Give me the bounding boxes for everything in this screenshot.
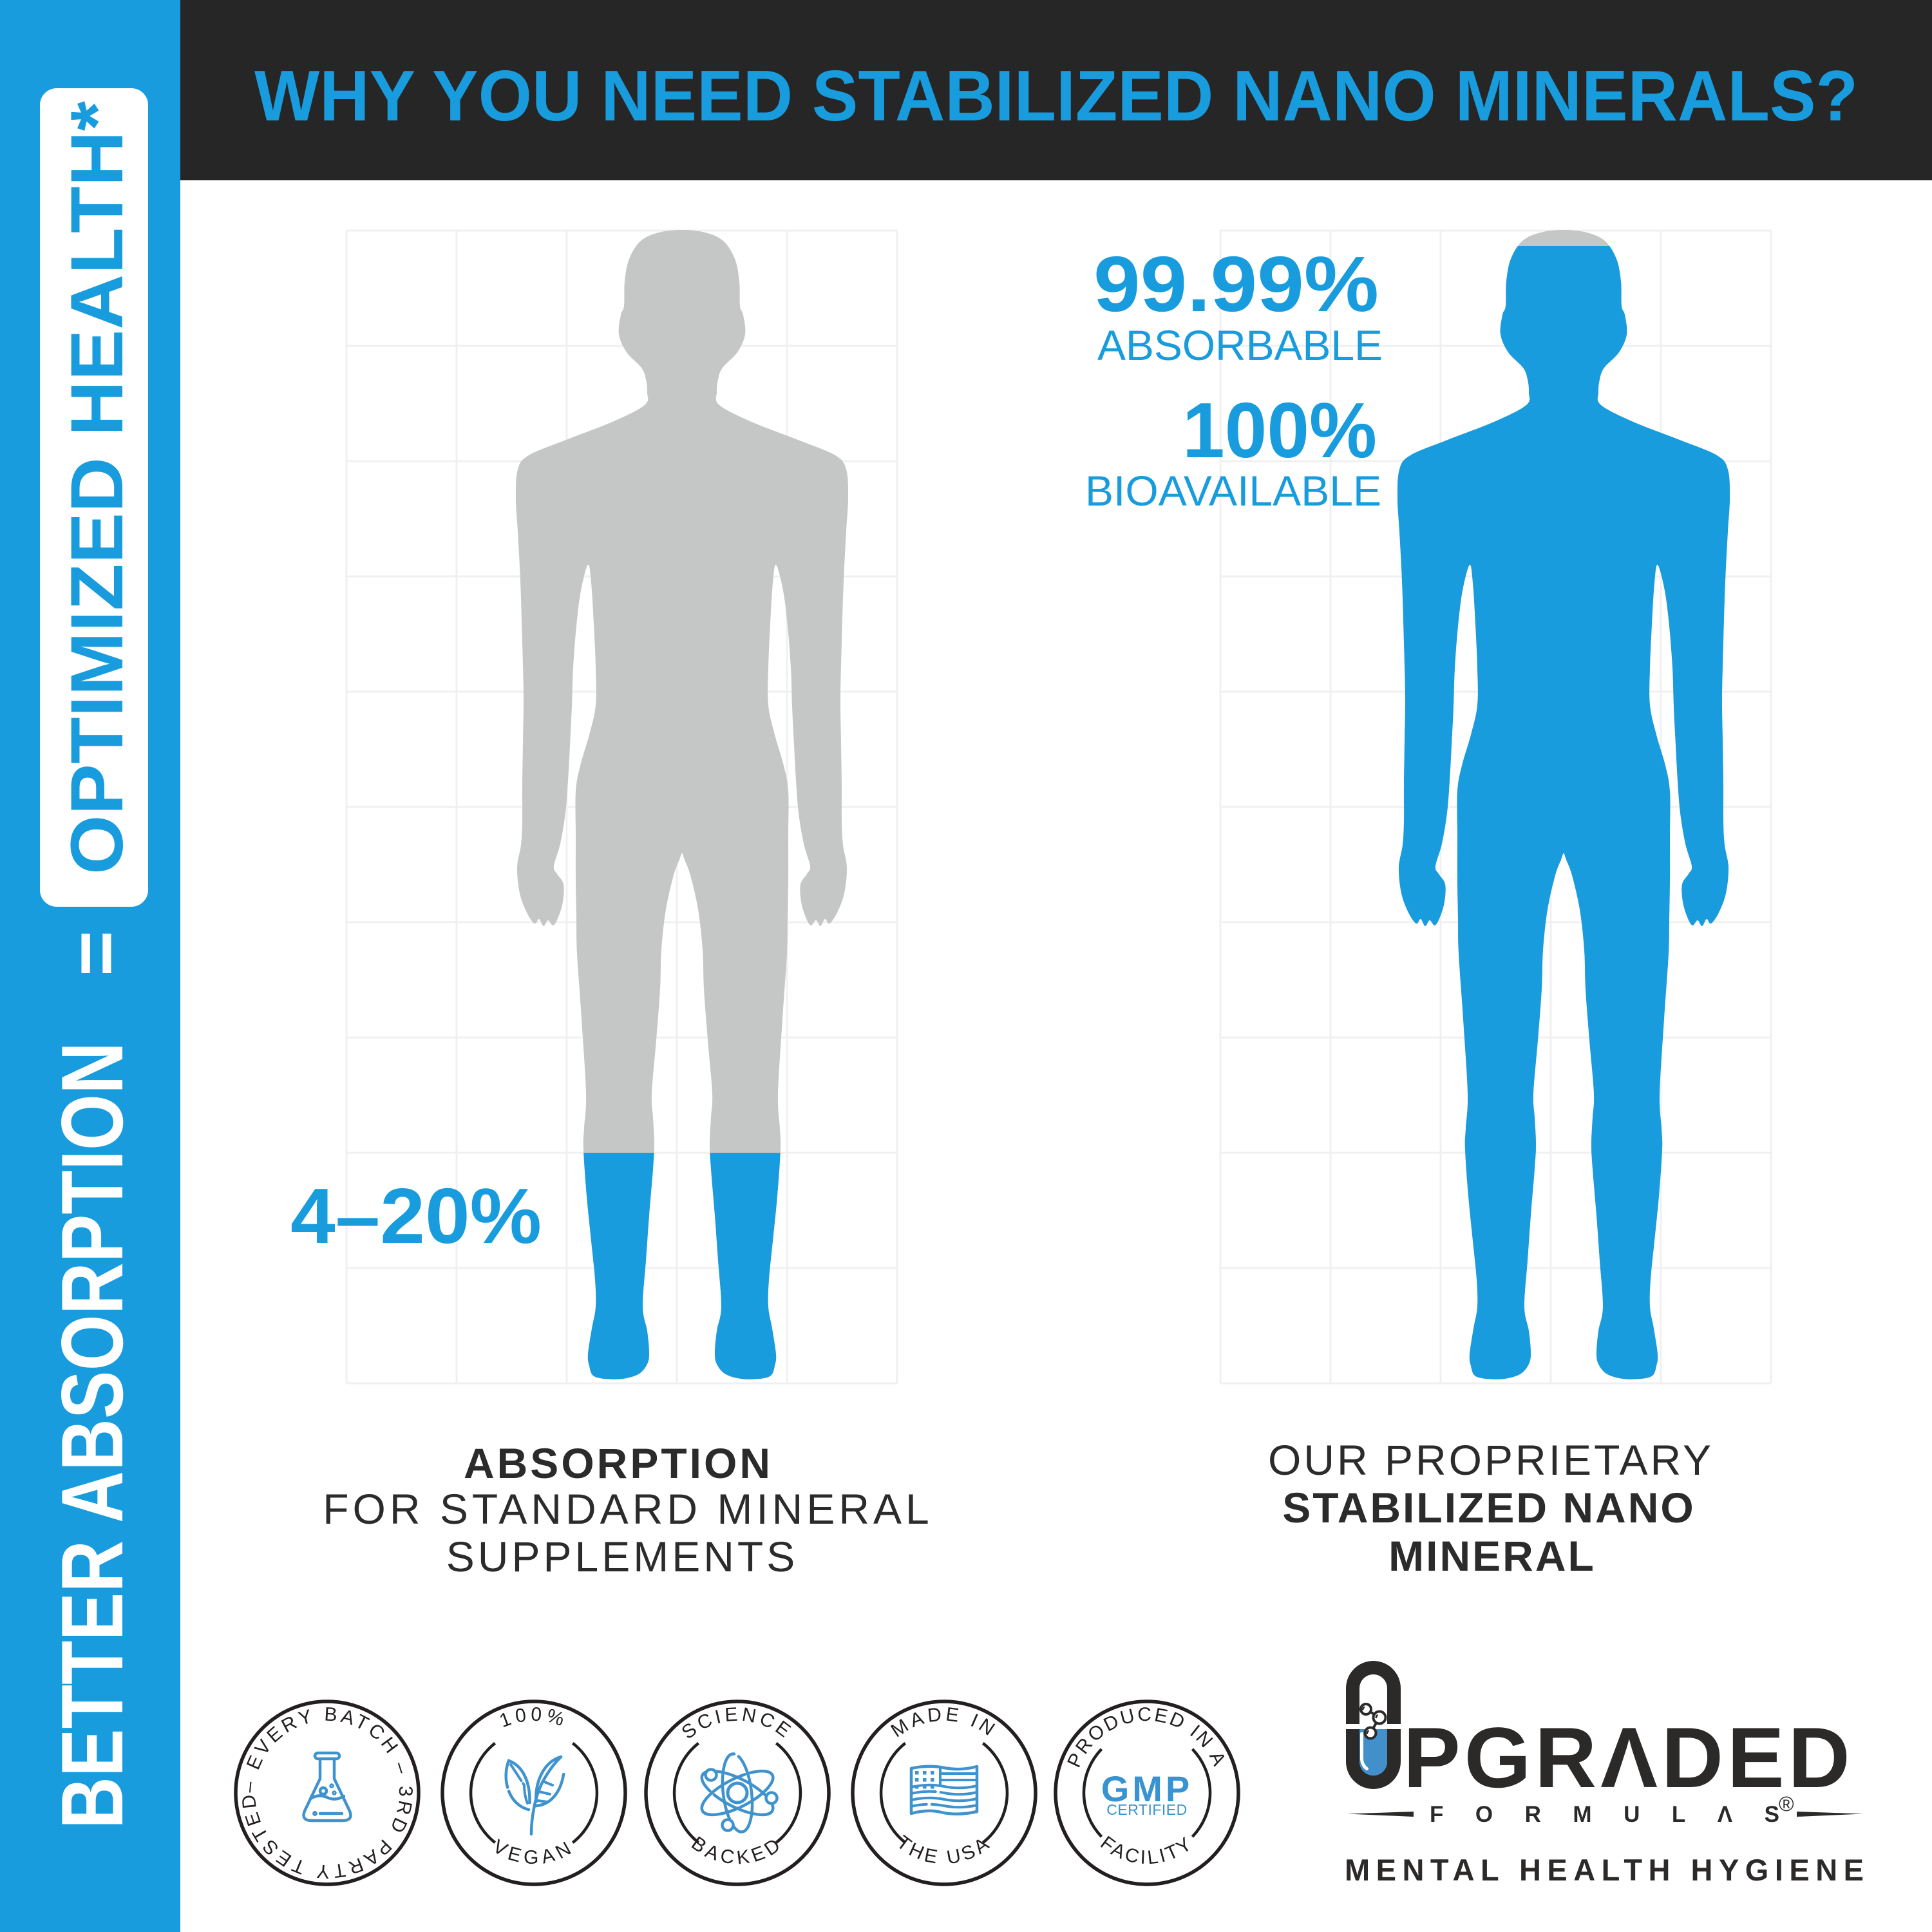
svg-text:WHY YOU NEED STABILIZED NANO M: WHY YOU NEED STABILIZED NANO MINERALS? [254,56,1858,136]
svg-text:®: ® [1779,1792,1794,1815]
svg-text:OUR PROPRIETARY: OUR PROPRIETARY [1268,1436,1714,1484]
svg-text:STABILIZED NANO: STABILIZED NANO [1282,1484,1695,1531]
svg-text:BIOAVAILABLE: BIOAVAILABLE [1085,467,1381,515]
svg-text:ABSORBABLE: ABSORBABLE [1097,321,1383,369]
svg-text:PGRΛDED: PGRΛDED [1403,1710,1854,1806]
svg-text:MINERAL: MINERAL [1388,1532,1596,1580]
svg-text:ABSORPTION: ABSORPTION [464,1439,773,1487]
svg-text:OPTIMIZED HEALTH*: OPTIMIZED HEALTH* [56,101,138,875]
svg-text:GMP: GMP [1101,1768,1193,1809]
svg-text:CERTIFIED: CERTIFIED [1106,1801,1187,1818]
svg-text:BETTER ABSORPTION: BETTER ABSORPTION [43,1042,141,1829]
svg-text:MENTAL HEALTH HYGIENE: MENTAL HEALTH HYGIENE [1345,1853,1864,1887]
svg-text:SUPPLEMENTS: SUPPLEMENTS [446,1533,798,1580]
svg-text:FOR STANDARD MINERAL: FOR STANDARD MINERAL [323,1485,933,1533]
svg-text:4–20%: 4–20% [290,1172,542,1260]
svg-text:100%: 100% [1182,386,1377,474]
svg-text:99.99%: 99.99% [1094,240,1379,328]
svg-text:=: = [52,931,139,976]
